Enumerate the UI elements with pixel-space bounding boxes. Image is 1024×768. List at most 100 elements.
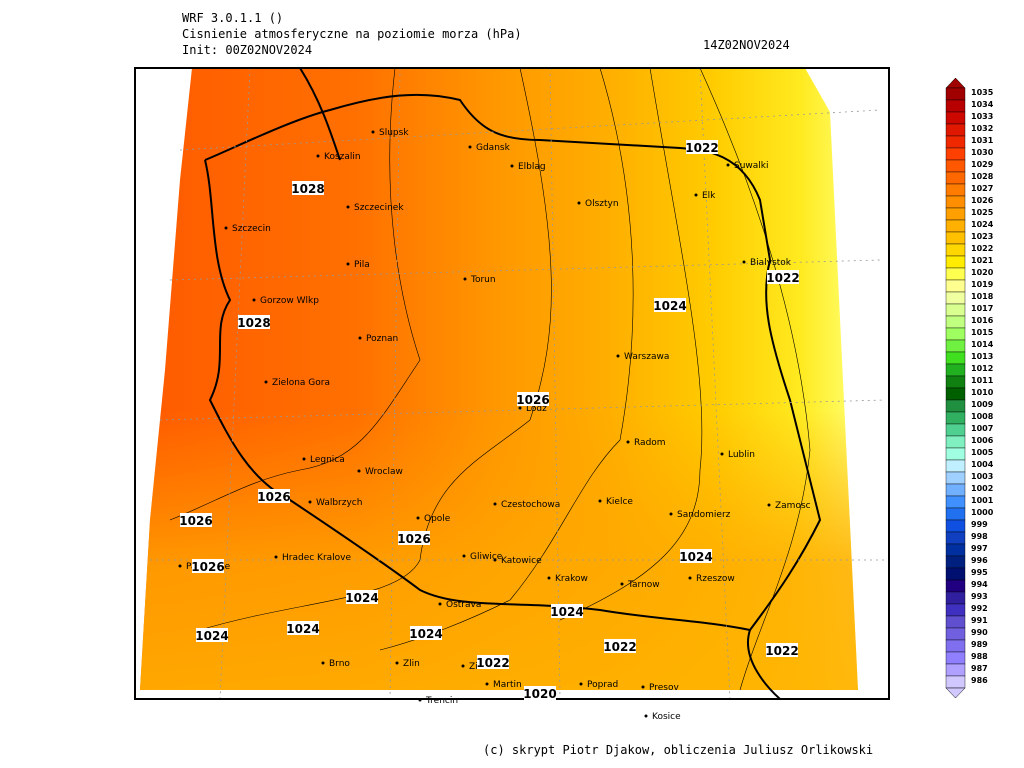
colorbar-label: 1021 — [971, 256, 994, 265]
city-name: Elblag — [518, 162, 546, 172]
colorbar-label: 1007 — [971, 424, 993, 433]
colorbar-label: 1001 — [971, 496, 994, 505]
colorbar-label: 1019 — [971, 280, 994, 289]
contour-label-bg — [604, 639, 636, 653]
contour-label-bg — [196, 628, 228, 642]
init-time: Init: 00Z02NOV2024 — [182, 43, 312, 57]
city-marker — [493, 502, 497, 506]
colorbar-cell — [945, 519, 966, 533]
colorbar-label: 1035 — [971, 88, 994, 97]
valid-time: 14Z02NOV2024 — [703, 38, 790, 52]
contour-label: 1026 — [191, 560, 224, 574]
city-name: Gorzow Wlkp — [260, 296, 319, 306]
city-name: Lublin — [728, 450, 755, 460]
city-name: Zamosc — [775, 501, 811, 511]
colorbar-label: 987 — [971, 664, 988, 673]
colorbar-cell — [945, 423, 966, 437]
city-marker — [264, 380, 268, 384]
city-marker — [547, 576, 551, 580]
colorbar-label: 992 — [971, 604, 988, 613]
colorbar-label: 1015 — [971, 328, 994, 337]
colorbar-label: 1026 — [971, 196, 994, 205]
contour-label: 1024 — [195, 629, 228, 643]
graticule — [150, 68, 886, 699]
colorbar-cell — [945, 579, 966, 593]
contour-label: 1024 — [679, 550, 712, 564]
contour-label-bg — [292, 181, 324, 195]
city-marker — [358, 336, 362, 340]
contour-label-bg — [258, 489, 290, 503]
city-name: Kosice — [652, 712, 681, 722]
city-name: Poprad — [587, 680, 618, 690]
city-name: Pila — [354, 260, 370, 270]
colorbar-label: 1003 — [971, 472, 993, 481]
contour-label-bg — [398, 531, 430, 545]
city-name: Torun — [470, 275, 496, 285]
colorbar-cell — [945, 315, 966, 329]
contour-label-bg — [654, 298, 686, 312]
city-marker — [644, 714, 648, 718]
contour-label-bg — [680, 549, 712, 563]
colorbar-label: 997 — [971, 544, 988, 553]
colorbar-cell — [945, 351, 966, 365]
city-marker — [461, 664, 465, 668]
city-name: Walbrzych — [316, 498, 362, 508]
colorbar-label: 1030 — [971, 148, 994, 157]
colorbar-cell — [945, 459, 966, 473]
colorbar-label: 1033 — [971, 112, 993, 121]
colorbar-cell — [945, 135, 966, 149]
colorbar-label: 1011 — [971, 376, 994, 385]
colorbar-cell — [945, 615, 966, 629]
colorbar-cell — [945, 171, 966, 185]
city-name: Tarnow — [627, 580, 660, 590]
colorbar-cell — [945, 603, 966, 617]
city-name: Krakow — [555, 574, 588, 584]
colorbar-label: 998 — [971, 532, 988, 541]
colorbar-label: 1022 — [971, 244, 993, 253]
city-marker — [418, 698, 422, 702]
colorbar-cell — [945, 555, 966, 569]
city-marker — [579, 682, 583, 686]
city-name: Rzeszow — [696, 574, 735, 584]
city-name: Katowice — [501, 556, 542, 566]
contour-labels: 1022 1028 1022 1024 1028 1026 1026 1026 1026 1026… — [179, 140, 800, 701]
colorbar-cell — [945, 255, 966, 269]
model-name: WRF 3.0.1.1 () — [182, 11, 283, 25]
city-name: Brno — [329, 659, 350, 669]
city-marker — [462, 554, 466, 558]
colorbar-cell — [945, 267, 966, 281]
city-marker — [485, 682, 489, 686]
city-name: Zielona Gora — [272, 378, 330, 388]
city-marker — [616, 354, 620, 358]
city-marker — [371, 130, 375, 134]
city-marker — [626, 440, 630, 444]
contour-label-bg — [410, 626, 442, 640]
city-name: Sandomierz — [677, 510, 731, 520]
city-name: Wroclaw — [365, 467, 403, 477]
city-name: Kielce — [606, 497, 633, 507]
city-name: Presov — [649, 683, 680, 693]
city-marker — [346, 262, 350, 266]
contour-label-bg — [180, 513, 212, 527]
colorbar-cell — [945, 291, 966, 305]
colorbar-cell — [945, 147, 966, 161]
contour-label-bg — [346, 590, 378, 604]
contour-label: 1024 — [286, 622, 319, 636]
city-marker — [302, 457, 306, 461]
city-name: Koszalin — [324, 152, 361, 162]
city-name: Warszawa — [624, 352, 669, 362]
colorbar-cell — [945, 327, 966, 341]
contour-label-bg — [192, 559, 224, 573]
colorbar-label: 1024 — [971, 220, 994, 229]
colorbar: 1035 1034 1033 1032 1031 1030 1029 1028 1027 1026… — [945, 77, 994, 699]
colorbar-cell — [945, 123, 966, 137]
contour-label-bg — [551, 604, 583, 618]
colorbar-cell — [945, 339, 966, 353]
colorbar-label: 1020 — [971, 268, 994, 277]
colorbar-label: 990 — [971, 628, 988, 637]
contour-label: 1024 — [653, 299, 686, 313]
city-marker — [416, 516, 420, 520]
city-marker — [493, 558, 497, 562]
contour-label: 1024 — [409, 627, 442, 641]
colorbar-cell — [945, 591, 966, 605]
